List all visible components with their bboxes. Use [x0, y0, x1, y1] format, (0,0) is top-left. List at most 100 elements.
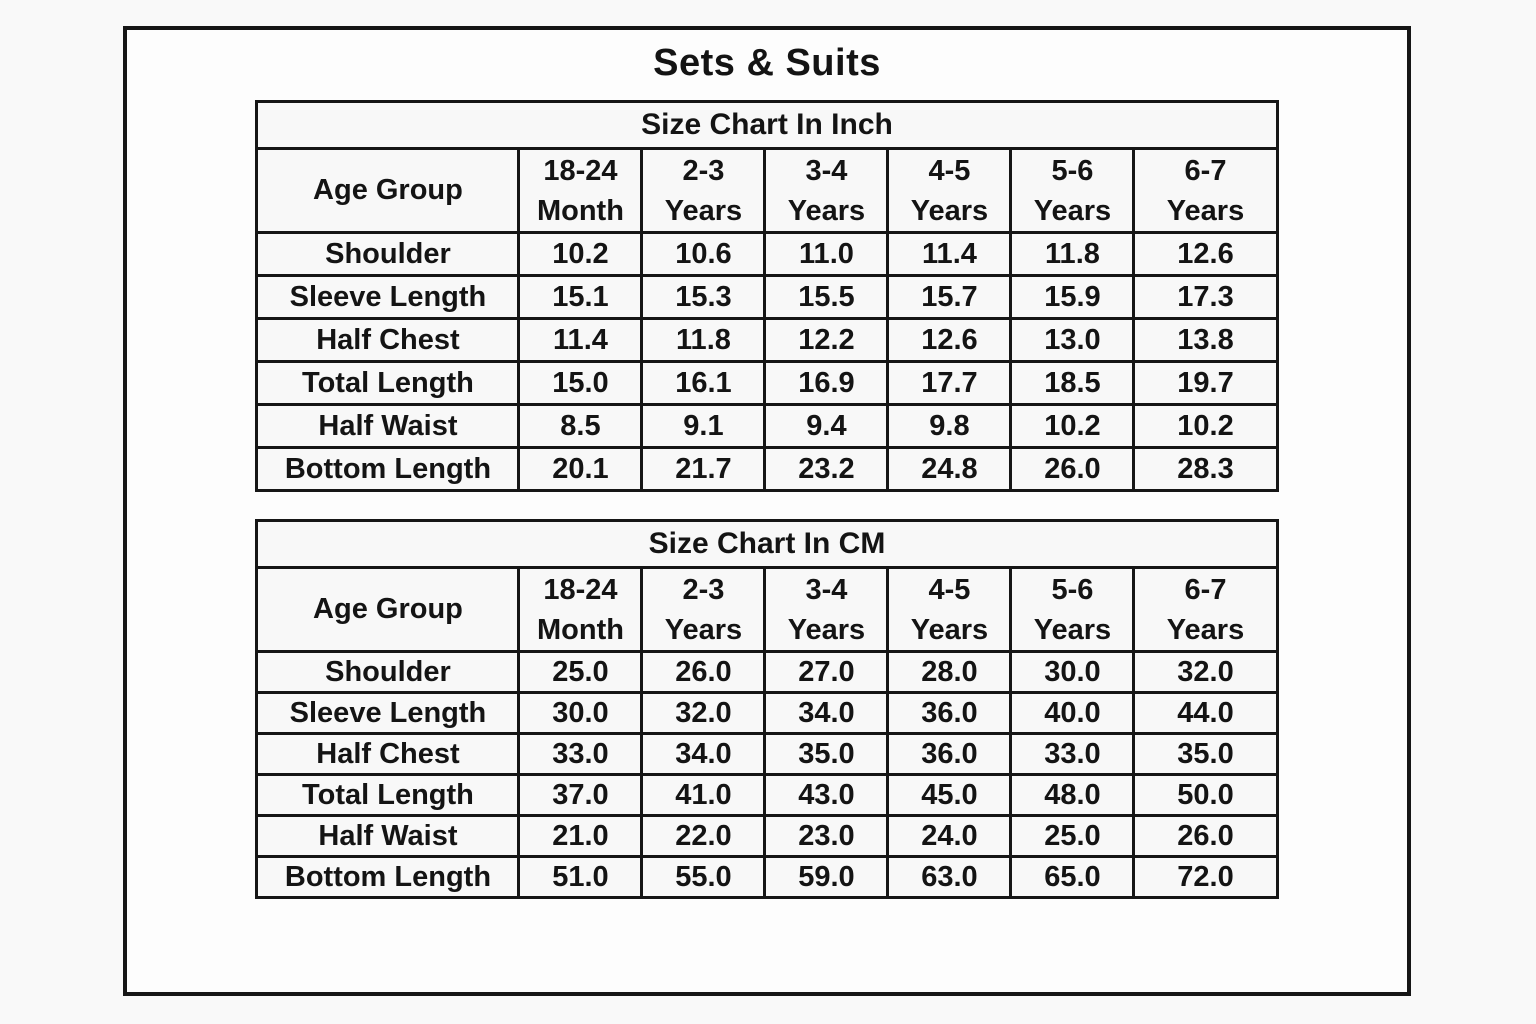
page-title: Sets & Suits — [653, 42, 881, 84]
measurement-label: Half Chest — [255, 317, 521, 363]
measurement-label: Half Waist — [255, 814, 521, 858]
measurement-row: Shoulder 25.0 26.0 27.0 28.0 30.0 32.0 — [255, 650, 1279, 694]
age-column-header-line: Years — [1033, 194, 1112, 227]
measurement-row: Bottom Length 20.1 21.7 23.2 24.8 26.0 28.3 — [255, 446, 1279, 492]
age-column-header-line: 3-4 — [805, 154, 848, 187]
measurement-value: 22.0 — [640, 814, 767, 858]
age-column-header: 18-24 Month — [517, 566, 644, 653]
measurement-value: 17.7 — [886, 360, 1013, 406]
measurement-value: 45.0 — [886, 773, 1013, 817]
age-column-header-line: Month — [536, 194, 624, 227]
measurement-value: 19.7 — [1132, 360, 1279, 406]
age-column-header-line: Years — [787, 194, 866, 227]
measurement-value: 32.0 — [1132, 650, 1279, 694]
age-column-header: 4-5 Years — [886, 147, 1013, 234]
age-column-header: 5-6 Years — [1009, 147, 1136, 234]
age-column-header-line: Years — [1166, 194, 1245, 227]
age-column-header-line: 4-5 — [928, 154, 971, 187]
measurement-value: 11.0 — [763, 231, 890, 277]
measurement-value: 44.0 — [1132, 691, 1279, 735]
measurement-label: Total Length — [255, 360, 521, 406]
age-group-header: Age Group — [255, 147, 521, 234]
measurement-row: Total Length 37.0 41.0 43.0 45.0 48.0 50.0 — [255, 773, 1279, 817]
measurement-value: 16.1 — [640, 360, 767, 406]
table-title: Size Chart In CM — [255, 519, 1279, 569]
age-column-header-line: Years — [1166, 613, 1245, 646]
measurement-label: Bottom Length — [255, 446, 521, 492]
age-column-header: 4-5 Years — [886, 566, 1013, 653]
measurement-value: 21.0 — [517, 814, 644, 858]
measurement-row: Half Chest 11.4 11.8 12.2 12.6 13.0 13.8 — [255, 317, 1279, 363]
measurement-value: 59.0 — [763, 855, 890, 899]
measurement-value: 13.8 — [1132, 317, 1279, 363]
measurement-value: 20.1 — [517, 446, 644, 492]
measurement-value: 32.0 — [640, 691, 767, 735]
measurement-value: 11.8 — [1009, 231, 1136, 277]
measurement-value: 15.9 — [1009, 274, 1136, 320]
measurement-value: 25.0 — [517, 650, 644, 694]
age-column-header-line: 3-4 — [805, 573, 848, 606]
measurement-value: 35.0 — [763, 732, 890, 776]
age-column-header: 2-3 Years — [640, 147, 767, 234]
measurement-value: 63.0 — [886, 855, 1013, 899]
measurement-value: 16.9 — [763, 360, 890, 406]
measurement-value: 15.7 — [886, 274, 1013, 320]
measurement-value: 24.0 — [886, 814, 1013, 858]
measurement-value: 15.0 — [517, 360, 644, 406]
age-column-header-line: 18-24 — [543, 573, 618, 606]
measurement-value: 9.8 — [886, 403, 1013, 449]
age-column-header-line: Years — [910, 194, 989, 227]
age-column-header-line: 5-6 — [1051, 154, 1094, 187]
age-column-header-line: 6-7 — [1184, 154, 1227, 187]
measurement-value: 30.0 — [517, 691, 644, 735]
table-title-row: Size Chart In CM — [255, 519, 1279, 569]
measurement-row: Sleeve Length 15.1 15.3 15.5 15.7 15.9 17.3 — [255, 274, 1279, 320]
age-column-header-line: 18-24 — [543, 154, 618, 187]
outer-frame: Sets & Suits Size Chart In Inch Age Group… — [123, 26, 1411, 996]
table-header-row: Age Group 18-24 Month 2-3 Years 3-4 Years 4-5 Ye… — [255, 566, 1279, 653]
measurement-label: Half Waist — [255, 403, 521, 449]
measurement-value: 12.2 — [763, 317, 890, 363]
age-column-header: 18-24 Month — [517, 147, 644, 234]
age-column-header: 6-7 Years — [1132, 566, 1279, 653]
measurement-value: 10.2 — [1009, 403, 1136, 449]
measurement-row: Half Waist 8.5 9.1 9.4 9.8 10.2 10.2 — [255, 403, 1279, 449]
measurement-label: Shoulder — [255, 231, 521, 277]
measurement-value: 10.6 — [640, 231, 767, 277]
measurement-row: Shoulder 10.2 10.6 11.0 11.4 11.8 12.6 — [255, 231, 1279, 277]
age-column-header-line: Years — [910, 613, 989, 646]
measurement-row: Half Waist 21.0 22.0 23.0 24.0 25.0 26.0 — [255, 814, 1279, 858]
measurement-row: Sleeve Length 30.0 32.0 34.0 36.0 40.0 44.0 — [255, 691, 1279, 735]
age-column-header: 6-7 Years — [1132, 147, 1279, 234]
measurement-value: 65.0 — [1009, 855, 1136, 899]
measurement-value: 15.3 — [640, 274, 767, 320]
measurement-value: 10.2 — [1132, 403, 1279, 449]
age-column-header-line: Month — [536, 613, 624, 646]
measurement-value: 18.5 — [1009, 360, 1136, 406]
age-column-header-line: 5-6 — [1051, 573, 1094, 606]
measurement-value: 33.0 — [1009, 732, 1136, 776]
measurement-value: 36.0 — [886, 732, 1013, 776]
size-chart-inch-table: Size Chart In Inch Age Group 18-24 Month 2-3… — [255, 100, 1279, 492]
measurement-value: 36.0 — [886, 691, 1013, 735]
measurement-label: Shoulder — [255, 650, 521, 694]
measurement-label: Total Length — [255, 773, 521, 817]
measurement-value: 72.0 — [1132, 855, 1279, 899]
age-column-header-line: Years — [787, 613, 866, 646]
measurement-value: 50.0 — [1132, 773, 1279, 817]
measurement-value: 9.1 — [640, 403, 767, 449]
measurement-value: 15.1 — [517, 274, 644, 320]
age-column-header: 2-3 Years — [640, 566, 767, 653]
measurement-value: 21.7 — [640, 446, 767, 492]
measurement-value: 41.0 — [640, 773, 767, 817]
age-column-header-line: 4-5 — [928, 573, 971, 606]
size-chart-cm-table: Size Chart In CM Age Group 18-24 Month 2-3 Ye… — [255, 519, 1279, 899]
age-column-header: 3-4 Years — [763, 147, 890, 234]
measurement-value: 10.2 — [517, 231, 644, 277]
measurement-value: 51.0 — [517, 855, 644, 899]
measurement-value: 28.3 — [1132, 446, 1279, 492]
measurement-value: 26.0 — [1009, 446, 1136, 492]
measurement-row: Bottom Length 51.0 55.0 59.0 63.0 65.0 72.0 — [255, 855, 1279, 899]
measurement-value: 23.0 — [763, 814, 890, 858]
measurement-value: 33.0 — [517, 732, 644, 776]
